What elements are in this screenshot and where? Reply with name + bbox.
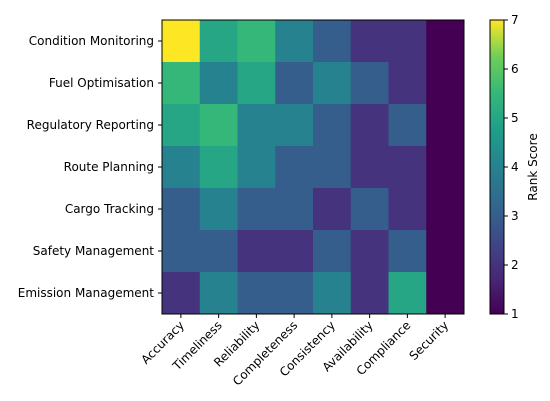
cell-route-planning-consistency [313,146,352,189]
cell-regulatory-reporting-security [426,104,465,147]
cell-safety-management-security [426,230,465,273]
cell-condition-monitoring-timeliness [199,20,238,63]
cell-regulatory-reporting-completeness [275,104,314,147]
cell-safety-management-availability [350,230,389,273]
cell-regulatory-reporting-timeliness [199,104,238,147]
x-tick-label: Completeness [230,318,300,388]
cell-emission-management-compliance [388,272,427,315]
cell-condition-monitoring-security [426,20,465,63]
cell-route-planning-security [426,146,465,189]
colorbar-tick-label: 7 [511,13,519,27]
cell-emission-management-completeness [275,272,314,315]
y-axis: Condition Monitoring Fuel Optimisation Reg… [18,34,162,300]
cell-safety-management-consistency [313,230,352,273]
y-tick-label: Condition Monitoring [29,34,154,48]
cell-fuel-optimisation-accuracy [162,62,201,105]
colorbar-tick-label: 3 [511,209,519,223]
cell-cargo-tracking-accuracy [162,188,201,231]
cell-route-planning-compliance [388,146,427,189]
cell-regulatory-reporting-reliability [237,104,276,147]
cell-condition-monitoring-compliance [388,20,427,63]
cell-fuel-optimisation-consistency [313,62,352,105]
y-tick-label: Cargo Tracking [65,202,154,216]
cell-safety-management-completeness [275,230,314,273]
cell-emission-management-accuracy [162,272,201,315]
x-tick-label: Security [406,318,451,363]
cell-fuel-optimisation-timeliness [199,62,238,105]
colorbar-tick-label: 4 [511,160,519,174]
x-axis: AccuracyTimelinessReliabilityCompletenes… [138,314,451,388]
cell-emission-management-availability [350,272,389,315]
colorbar-ticks: 1 2 3 4 5 6 7 [504,13,519,321]
cell-route-planning-timeliness [199,146,238,189]
cell-emission-management-security [426,272,465,315]
colorbar-gradient [489,19,505,315]
cell-fuel-optimisation-reliability [237,62,276,105]
cell-fuel-optimisation-compliance [388,62,427,105]
cell-condition-monitoring-accuracy [162,20,201,63]
cell-regulatory-reporting-availability [350,104,389,147]
y-tick-label: Route Planning [64,160,154,174]
cell-cargo-tracking-availability [350,188,389,231]
cell-regulatory-reporting-accuracy [162,104,201,147]
heatmap-cells [162,20,465,315]
cell-cargo-tracking-reliability [237,188,276,231]
cell-route-planning-completeness [275,146,314,189]
y-tick-label: Safety Management [33,244,155,258]
cell-cargo-tracking-security [426,188,465,231]
cell-emission-management-timeliness [199,272,238,315]
cell-fuel-optimisation-security [426,62,465,105]
cell-cargo-tracking-timeliness [199,188,238,231]
cell-route-planning-availability [350,146,389,189]
cell-cargo-tracking-completeness [275,188,314,231]
cell-safety-management-accuracy [162,230,201,273]
y-tick-label: Emission Management [18,286,155,300]
cell-fuel-optimisation-availability [350,62,389,105]
cell-route-planning-accuracy [162,146,201,189]
colorbar-tick-label: 2 [511,258,519,272]
cell-condition-monitoring-reliability [237,20,276,63]
colorbar-label: Rank Score [526,133,540,200]
y-tick-label: Fuel Optimisation [49,76,154,90]
cell-safety-management-compliance [388,230,427,273]
cell-emission-management-reliability [237,272,276,315]
y-tick-label: Regulatory Reporting [27,118,154,132]
colorbar-tick-label: 1 [511,307,519,321]
cell-condition-monitoring-consistency [313,20,352,63]
cell-route-planning-reliability [237,146,276,189]
colorbar-tick-label: 5 [511,111,519,125]
cell-condition-monitoring-completeness [275,20,314,63]
cell-emission-management-consistency [313,272,352,315]
cell-safety-management-timeliness [199,230,238,273]
cell-fuel-optimisation-completeness [275,62,314,105]
colorbar-tick-label: 6 [511,62,519,76]
cell-regulatory-reporting-consistency [313,104,352,147]
cell-regulatory-reporting-compliance [388,104,427,147]
cell-condition-monitoring-availability [350,20,389,63]
colorbar: 1 2 3 4 5 6 7 Rank Score [489,13,540,321]
cell-cargo-tracking-consistency [313,188,352,231]
cell-safety-management-reliability [237,230,276,273]
cell-cargo-tracking-compliance [388,188,427,231]
